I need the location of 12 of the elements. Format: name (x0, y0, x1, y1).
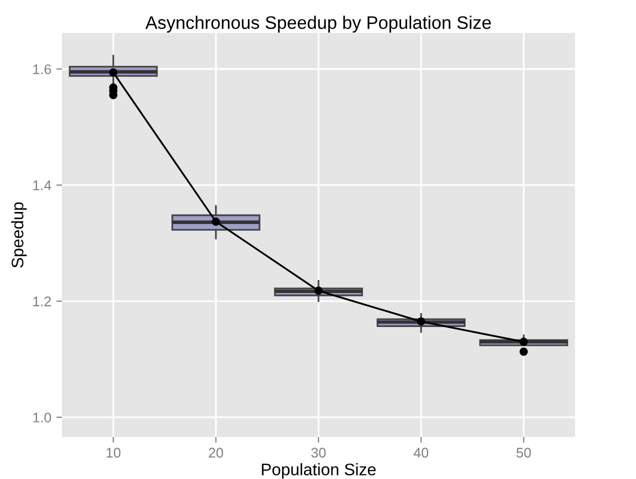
x-tick-label: 20 (208, 448, 224, 458)
y-axis-title: Speedup (11, 202, 27, 268)
y-tick-label: 1.4 (33, 180, 52, 190)
x-tick-label: 50 (516, 448, 531, 458)
y-tick-label: 1.6 (33, 64, 51, 74)
x-tick-label: 10 (106, 448, 120, 458)
y-tick-label: 1.2 (33, 296, 51, 306)
x-tick-label: 30 (311, 448, 326, 458)
x-axis-title: Population Size (262, 463, 376, 479)
x-tick-label: 40 (414, 448, 428, 458)
y-tick-label: 1.0 (33, 412, 52, 422)
chart-title: Asynchronous Speedup by Population Size (145, 16, 491, 33)
